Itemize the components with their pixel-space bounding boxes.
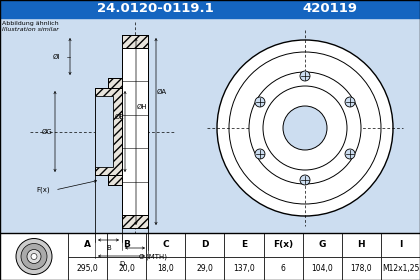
Circle shape	[345, 97, 355, 107]
Circle shape	[255, 97, 265, 107]
Bar	[303, 233, 342, 256]
Circle shape	[16, 239, 52, 274]
Bar	[95, 96, 113, 167]
Text: C (MTH): C (MTH)	[139, 253, 167, 260]
Text: 6: 6	[281, 264, 286, 273]
Text: B: B	[123, 240, 130, 249]
Circle shape	[263, 86, 347, 170]
Bar	[95, 88, 122, 175]
Bar	[185, 256, 224, 280]
Text: ØI: ØI	[52, 53, 60, 60]
Text: H: H	[357, 240, 365, 249]
Bar	[122, 48, 148, 215]
Text: 24.0120-0119.1: 24.0120-0119.1	[97, 3, 213, 15]
Circle shape	[283, 106, 327, 150]
Text: 295,0: 295,0	[77, 264, 98, 273]
Circle shape	[27, 249, 41, 263]
Bar	[108, 78, 122, 88]
Text: ®: ®	[311, 177, 321, 187]
Bar	[95, 88, 122, 175]
Bar	[122, 35, 148, 48]
Text: Ate: Ate	[267, 163, 313, 187]
Bar	[107, 233, 146, 256]
Circle shape	[217, 40, 393, 216]
Bar	[224, 233, 264, 256]
Circle shape	[345, 149, 355, 159]
Text: 178,0: 178,0	[351, 264, 372, 273]
Bar	[108, 175, 122, 185]
Circle shape	[300, 175, 310, 185]
Bar	[264, 256, 303, 280]
Bar	[224, 256, 264, 280]
Text: C: C	[163, 240, 169, 249]
Text: 104,0: 104,0	[311, 264, 333, 273]
Bar	[68, 256, 107, 280]
Bar	[0, 18, 420, 233]
Bar	[108, 175, 122, 185]
Text: Abbildung ähnlich: Abbildung ähnlich	[2, 21, 59, 26]
Text: ØE: ØE	[114, 113, 124, 120]
Text: 20,0: 20,0	[118, 264, 135, 273]
Bar	[122, 215, 148, 228]
Bar	[68, 233, 107, 256]
Text: 18,0: 18,0	[158, 264, 174, 273]
Bar	[146, 256, 185, 280]
Bar	[122, 35, 148, 48]
Bar	[342, 233, 381, 256]
Bar	[108, 78, 122, 88]
Bar	[0, 233, 68, 280]
Text: B: B	[106, 245, 111, 251]
Text: E: E	[241, 240, 247, 249]
Bar	[381, 256, 420, 280]
Text: Illustration similar: Illustration similar	[2, 27, 59, 32]
Bar	[185, 233, 224, 256]
Circle shape	[229, 52, 381, 204]
Bar	[264, 233, 303, 256]
Bar	[303, 256, 342, 280]
Text: 29,0: 29,0	[197, 264, 213, 273]
Text: 137,0: 137,0	[233, 264, 255, 273]
Text: 420119: 420119	[302, 3, 357, 15]
Text: D: D	[201, 240, 209, 249]
Text: F(x): F(x)	[37, 187, 50, 193]
Bar	[122, 215, 148, 228]
Text: ØH: ØH	[137, 104, 147, 109]
Bar	[0, 233, 420, 280]
Text: ØA: ØA	[157, 88, 167, 95]
Circle shape	[255, 149, 265, 159]
Text: G: G	[318, 240, 326, 249]
Circle shape	[31, 253, 37, 260]
Circle shape	[300, 71, 310, 81]
Bar	[107, 256, 146, 280]
Bar	[342, 256, 381, 280]
Bar	[0, 0, 420, 18]
Text: D: D	[119, 261, 124, 267]
Circle shape	[249, 72, 361, 184]
Circle shape	[21, 244, 47, 269]
Text: ØG: ØG	[41, 129, 52, 134]
Text: F(x): F(x)	[273, 240, 293, 249]
Text: A: A	[84, 240, 91, 249]
Text: M12x1,25: M12x1,25	[382, 264, 419, 273]
Bar	[381, 233, 420, 256]
Bar	[146, 233, 185, 256]
Text: I: I	[399, 240, 402, 249]
